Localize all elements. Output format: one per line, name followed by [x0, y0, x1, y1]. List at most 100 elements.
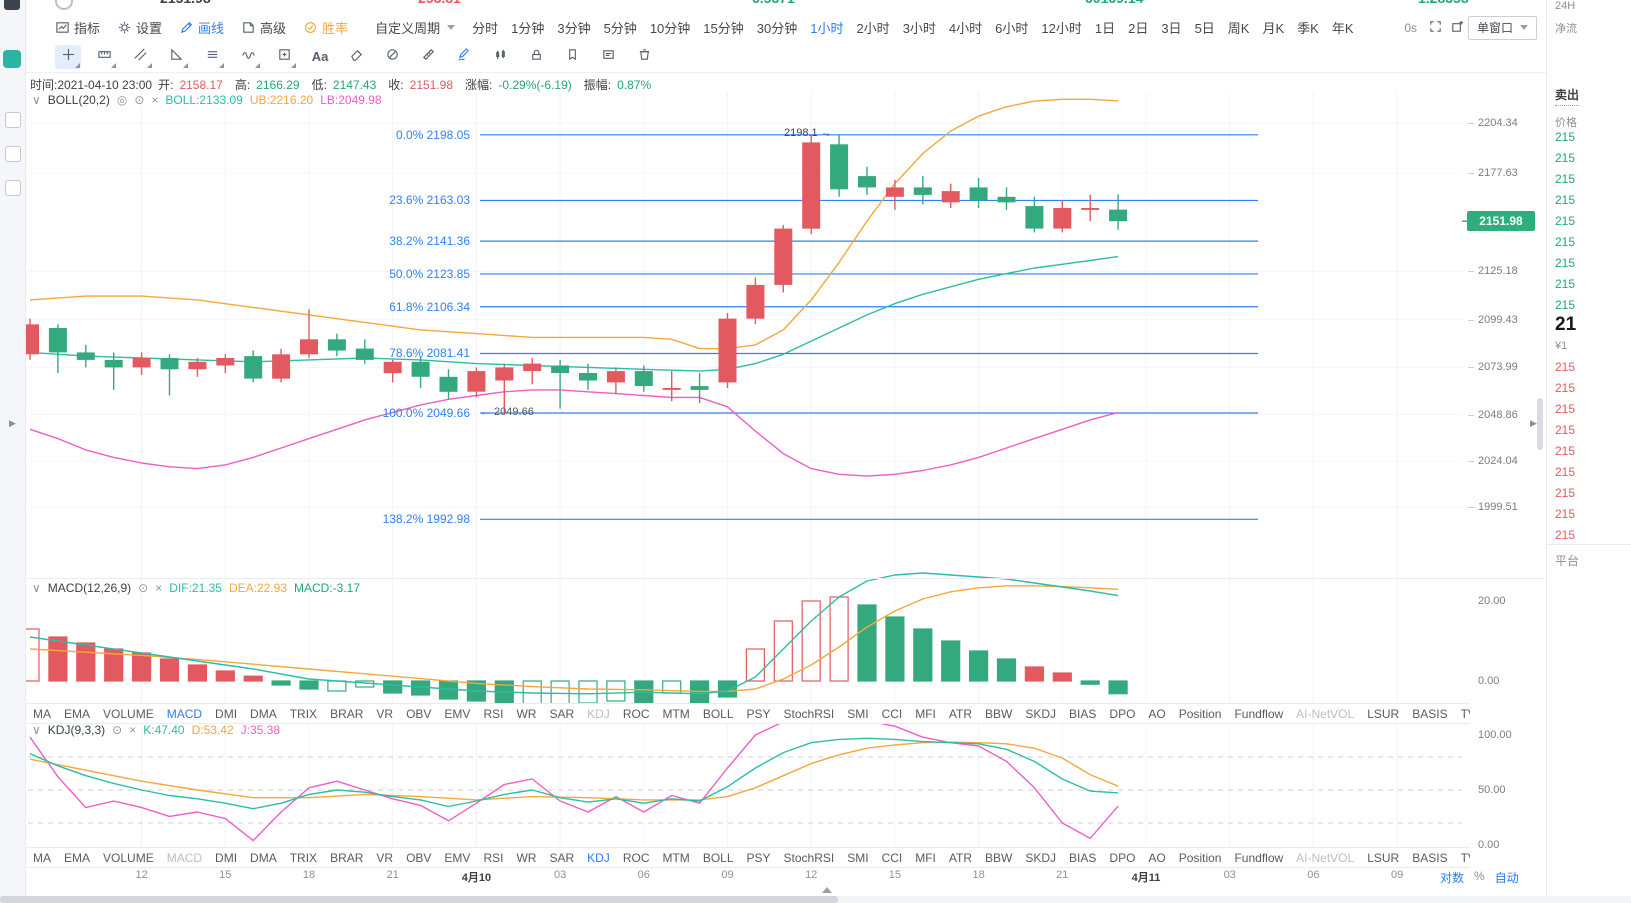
bid-row[interactable]: 215 [1555, 423, 1576, 437]
period-分时[interactable]: 分时 [472, 21, 499, 36]
tab-DMI[interactable]: DMI [215, 850, 238, 865]
window-mode-button[interactable]: 单窗口 [1467, 15, 1537, 40]
tab-DMA[interactable]: DMA [250, 706, 277, 721]
tab-EMV[interactable]: EMV [444, 850, 471, 865]
period-5分钟[interactable]: 5分钟 [603, 21, 637, 36]
menu-指标[interactable]: 指标 [55, 18, 100, 37]
tab-PSY[interactable]: PSY [746, 850, 771, 865]
horizontal-scrollbar[interactable] [0, 896, 1631, 903]
period-12小时[interactable]: 12小时 [1041, 21, 1082, 36]
tab-OBV[interactable]: OBV [406, 706, 432, 721]
tab-MA[interactable]: MA [33, 850, 51, 865]
list-icon[interactable] [5, 146, 21, 162]
period-1日[interactable]: 1日 [1094, 21, 1116, 36]
app-logo-icon[interactable] [4, 0, 20, 10]
period-15分钟[interactable]: 15分钟 [703, 21, 744, 36]
close-icon[interactable]: × [129, 723, 137, 737]
scale-option-自动[interactable]: 自动 [1494, 871, 1519, 885]
tab-VR[interactable]: VR [376, 850, 394, 865]
tab-BASIS[interactable]: BASIS [1412, 706, 1448, 721]
tab-SMI[interactable]: SMI [847, 706, 869, 721]
tab-SKDJ[interactable]: SKDJ [1025, 706, 1057, 721]
delete-tool[interactable] [631, 45, 657, 69]
tab-ATR[interactable]: ATR [948, 850, 973, 865]
fib-level-label[interactable]: 23.6% 2163.03 [389, 193, 470, 208]
ask-row[interactable]: 215 [1555, 214, 1576, 228]
tab-MACD[interactable]: MACD [166, 706, 203, 721]
tab-TRIX[interactable]: TRIX [289, 850, 318, 865]
bid-row[interactable]: 215 [1555, 444, 1576, 458]
tab-ROC[interactable]: ROC [622, 850, 650, 865]
ask-row[interactable]: 215 [1555, 193, 1576, 207]
period-10分钟[interactable]: 10分钟 [649, 21, 691, 36]
tab-OBV[interactable]: OBV [406, 850, 432, 865]
bid-row[interactable]: 215 [1555, 360, 1576, 374]
add-window-icon[interactable] [1450, 19, 1465, 37]
ask-row[interactable]: 215 [1555, 277, 1576, 291]
period-6小时[interactable]: 6小时 [995, 21, 1029, 36]
tab-LSUR[interactable]: LSUR [1367, 850, 1400, 865]
period-1分钟[interactable]: 1分钟 [511, 21, 545, 36]
ask-row[interactable]: 215 [1555, 130, 1576, 144]
scale-option-对数[interactable]: 对数 [1440, 871, 1465, 885]
tab-TVolume[interactable]: TVolume [1460, 850, 1470, 865]
tab-TRIX[interactable]: TRIX [289, 706, 318, 721]
market-icon[interactable] [3, 50, 21, 68]
horizontal-scrollbar-thumb[interactable] [0, 896, 838, 903]
tab-Position[interactable]: Position [1178, 850, 1222, 865]
fib-level-label[interactable]: 138.2% 1992.98 [382, 512, 470, 527]
fullscreen-icon[interactable] [1428, 19, 1443, 37]
tab-KDJ[interactable]: KDJ [587, 706, 610, 721]
ask-row[interactable]: 215 [1555, 151, 1576, 165]
period-年K[interactable]: 年K [1331, 21, 1354, 36]
menu-画线[interactable]: 画线 [179, 18, 224, 37]
tab-MACD[interactable]: MACD [166, 850, 203, 865]
tab-DPO[interactable]: DPO [1109, 850, 1136, 865]
candle-pattern-tool[interactable] [487, 45, 513, 69]
period-5日[interactable]: 5日 [1194, 21, 1215, 36]
brush-tool[interactable] [451, 45, 477, 69]
bid-row[interactable]: 215 [1555, 465, 1576, 479]
tab-BBW[interactable]: BBW [985, 706, 1013, 721]
tab-LSUR[interactable]: LSUR [1367, 706, 1400, 721]
tab-VOLUME[interactable]: VOLUME [103, 850, 154, 865]
period-3小时[interactable]: 3小时 [902, 21, 936, 36]
panel-icon[interactable] [5, 112, 21, 128]
bookmark-tool[interactable] [559, 45, 585, 69]
collapse-icon[interactable]: ∨ [32, 581, 41, 595]
menu-高级[interactable]: 高级 [241, 18, 286, 37]
tab-VOLUME[interactable]: VOLUME [103, 706, 154, 721]
tab-MFI[interactable]: MFI [915, 850, 936, 865]
collapse-right-panel-icon[interactable]: ▶ [1530, 418, 1537, 428]
tab-CCI[interactable]: CCI [881, 706, 903, 721]
tab-EMV[interactable]: EMV [444, 706, 471, 721]
period-3分钟[interactable]: 3分钟 [557, 21, 591, 36]
tab-DMA[interactable]: DMA [250, 850, 277, 865]
ask-row[interactable]: 215 [1555, 256, 1576, 270]
period-2小时[interactable]: 2小时 [856, 21, 890, 36]
eye-icon[interactable]: ◎ [116, 93, 128, 107]
bid-row[interactable]: 215 [1555, 402, 1576, 416]
magnet-tool[interactable] [379, 45, 405, 69]
tab-PSY[interactable]: PSY [746, 706, 771, 721]
period-季K[interactable]: 季K [1297, 21, 1319, 36]
scale-option-%[interactable]: % [1474, 869, 1485, 883]
period-30分钟[interactable]: 30分钟 [756, 21, 798, 36]
settings-icon[interactable]: ⊙ [138, 581, 149, 595]
text-tool[interactable]: Aa [307, 45, 333, 69]
tab-MFI[interactable]: MFI [915, 706, 936, 721]
trendline-tool[interactable] [127, 45, 153, 69]
tab-BASIS[interactable]: BASIS [1412, 850, 1448, 865]
sidebar-scrollbar-thumb[interactable] [1537, 398, 1543, 450]
tab-ATR[interactable]: ATR [948, 706, 973, 721]
tab-MTM[interactable]: MTM [662, 850, 690, 865]
wave-pattern-tool[interactable] [235, 45, 261, 69]
tab-BRAR[interactable]: BRAR [330, 706, 364, 721]
tab-WR[interactable]: WR [516, 706, 537, 721]
ask-row[interactable]: 215 [1555, 172, 1576, 186]
tab-DMI[interactable]: DMI [215, 706, 238, 721]
note-tool[interactable] [595, 45, 621, 69]
scroll-marker-icon[interactable] [822, 887, 832, 893]
custom-period-dropdown[interactable]: 自定义周期 [375, 18, 456, 37]
menu-胜率[interactable]: 胜率 [303, 18, 348, 37]
